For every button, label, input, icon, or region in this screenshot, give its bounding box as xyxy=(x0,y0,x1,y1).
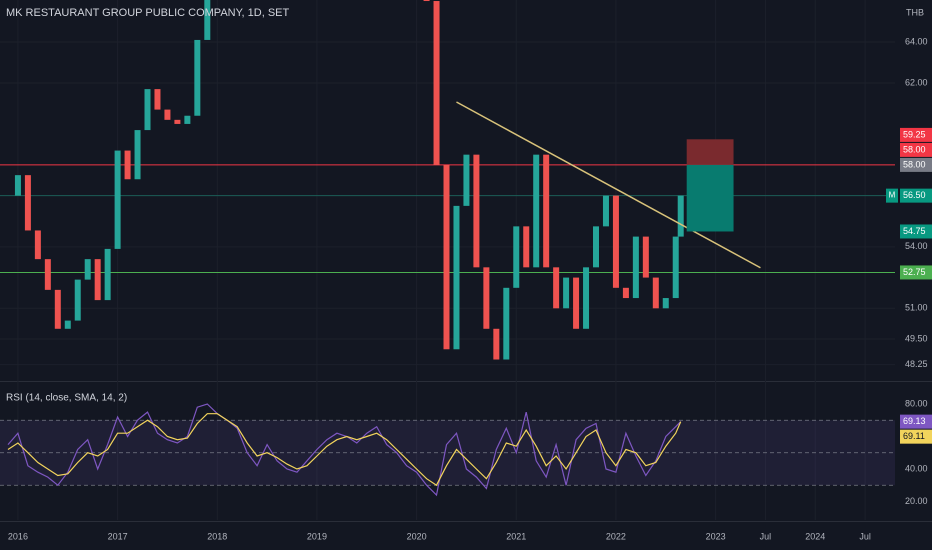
chart-title: MK RESTAURANT GROUP PUBLIC COMPANY, 1D, … xyxy=(6,7,289,19)
candle xyxy=(573,277,580,329)
price-label: 59.25 xyxy=(903,129,926,139)
candle xyxy=(583,267,590,329)
price-label-bg xyxy=(900,157,932,172)
candle xyxy=(44,259,51,290)
candle xyxy=(473,154,480,268)
candle xyxy=(184,115,191,124)
y-tick-label: 64.00 xyxy=(905,36,928,46)
price-label-bg xyxy=(900,265,932,280)
candle xyxy=(174,119,181,124)
candle xyxy=(94,259,101,301)
candle xyxy=(662,298,669,309)
rsi-tick-label: 40.00 xyxy=(905,463,928,473)
rsi-value-label: 69.13 xyxy=(903,416,926,426)
candle xyxy=(204,0,211,40)
rsi-value-bg xyxy=(900,414,932,429)
candle xyxy=(563,277,570,309)
axes: 2016 2017 2018 2019 2020 2021 2022 2023 Jul 2024 J… xyxy=(8,36,932,541)
candle xyxy=(463,154,470,206)
rsi-value-label: 69.11 xyxy=(903,431,925,441)
candle xyxy=(622,287,629,299)
x-tick-label: 2021 xyxy=(506,531,526,541)
candle xyxy=(533,154,540,268)
candle xyxy=(194,39,201,116)
candle xyxy=(114,150,121,249)
candle xyxy=(104,248,111,301)
x-tick-label: 2022 xyxy=(606,531,626,541)
x-tick-label: 2019 xyxy=(307,531,327,541)
x-tick-label: 2016 xyxy=(8,531,28,541)
rsi-tick-label: 80.00 xyxy=(905,398,928,408)
x-tick-label: Jul xyxy=(859,531,871,541)
x-tick-label: 2024 xyxy=(805,531,825,541)
candle xyxy=(423,0,430,2)
price-label: 58.00 xyxy=(903,144,926,154)
price-label-bg xyxy=(900,224,932,239)
price-label-bg xyxy=(900,142,932,157)
candle xyxy=(672,236,679,299)
candle xyxy=(493,328,500,360)
currency: THB xyxy=(906,7,924,17)
y-tick-label: 49.50 xyxy=(905,333,928,343)
candle xyxy=(433,1,440,165)
candle xyxy=(24,175,31,231)
rsi-pane xyxy=(0,403,895,497)
x-tick-label: 2023 xyxy=(706,531,726,541)
candle xyxy=(483,267,490,329)
candle xyxy=(144,89,151,131)
candle xyxy=(134,130,141,180)
candle xyxy=(84,259,91,280)
grid xyxy=(0,0,895,520)
candle xyxy=(54,289,61,329)
candle xyxy=(164,109,171,120)
price-pane xyxy=(0,0,895,360)
candle xyxy=(503,287,510,360)
y-tick-label: 48.25 xyxy=(905,359,928,369)
candle xyxy=(523,226,530,268)
candle xyxy=(652,277,659,309)
price-label: 54.75 xyxy=(903,226,926,236)
candle xyxy=(34,230,41,260)
price-label: 56.50 xyxy=(903,190,926,200)
target-zone xyxy=(686,164,734,232)
candle xyxy=(602,195,609,227)
rsi-sma-line xyxy=(7,413,682,487)
candle xyxy=(443,164,450,350)
price-label-bg xyxy=(900,188,932,203)
price-label: 52.75 xyxy=(903,267,926,277)
candle xyxy=(453,205,460,350)
price-label-bg xyxy=(900,127,932,142)
candle xyxy=(642,236,649,278)
y-tick-label: 54.00 xyxy=(905,241,928,251)
candle xyxy=(154,89,161,110)
x-tick-label: 2018 xyxy=(207,531,227,541)
stop-zone xyxy=(686,139,734,165)
x-tick-label: 2017 xyxy=(108,531,128,541)
marker: M xyxy=(889,191,896,200)
candle xyxy=(64,320,71,329)
y-tick-label: 62.00 xyxy=(905,77,928,87)
x-tick-label: Jul xyxy=(760,531,772,541)
candle xyxy=(14,175,21,196)
candle xyxy=(513,226,520,288)
candle xyxy=(74,279,81,321)
y-tick-label: 51.00 xyxy=(905,303,928,313)
candle xyxy=(612,195,619,288)
candle xyxy=(677,195,684,237)
rsi-tick-label: 20.00 xyxy=(905,496,928,506)
candle xyxy=(632,236,639,299)
candle xyxy=(553,267,560,309)
rsi-title: RSI (14, close, SMA, 14, 2) xyxy=(6,393,127,404)
x-tick-label: 2020 xyxy=(407,531,427,541)
trendline xyxy=(456,101,761,269)
candle xyxy=(124,150,131,180)
price-label: 58.00 xyxy=(903,159,926,169)
candle xyxy=(593,226,600,268)
marker-bg xyxy=(886,188,898,203)
candle xyxy=(543,154,550,268)
rsi-value-bg xyxy=(900,429,932,444)
